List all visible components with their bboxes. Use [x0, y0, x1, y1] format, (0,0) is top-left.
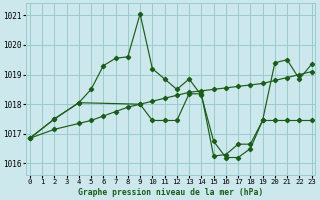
- X-axis label: Graphe pression niveau de la mer (hPa): Graphe pression niveau de la mer (hPa): [78, 188, 263, 197]
